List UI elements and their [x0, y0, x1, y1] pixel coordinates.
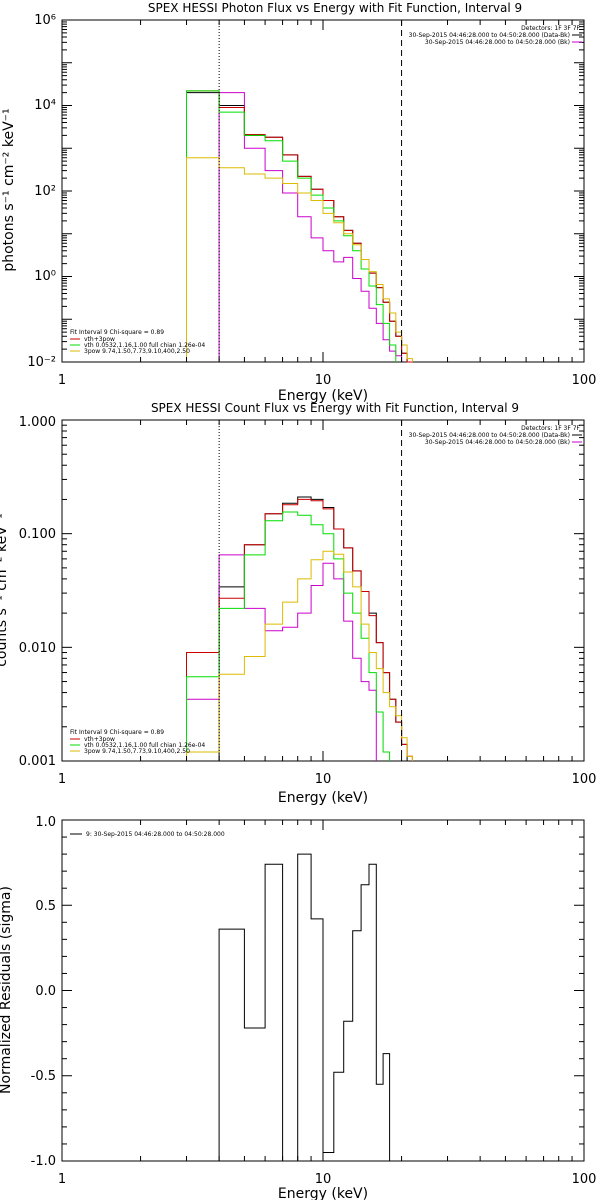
photon-series-vth-3pow	[186, 90, 413, 363]
count-y-axis-label: counts s⁻¹ cm⁻² keV⁻¹	[0, 513, 10, 667]
residuals-ytick-neg0.5: -0.5	[31, 1069, 56, 1084]
count-series-group	[186, 496, 413, 761]
photon-ytick-1e0: 10⁰	[34, 269, 56, 284]
count-legend-data-bk: 30-Sep-2015 04:46:28.000 to 04:50:28.000…	[409, 432, 570, 439]
count-series-3pow	[186, 550, 413, 761]
photon-detectors-label: Detectors: 1F 3F 7F	[521, 25, 580, 32]
residuals-axis-ticks	[61, 819, 584, 1162]
photon-series-data-bk	[186, 92, 413, 363]
photon-y-axis-label: photons s⁻¹ cm⁻² keV⁻¹	[1, 108, 17, 271]
photon-legend-data-bk: 30-Sep-2015 04:46:28.000 to 04:50:28.000…	[409, 32, 570, 39]
photon-x-axis-label: Energy (keV)	[278, 388, 368, 404]
count-ytick-0.001: 0.001	[19, 754, 56, 769]
count-fit-interval-label: Fit Interval 9 Chi-square = 0.89	[70, 729, 164, 736]
residuals-xtick-100: 100	[572, 1172, 597, 1187]
count-legend-bk: 30-Sep-2015 04:46:28.000 to 04:50:28.000…	[425, 439, 570, 446]
photon-reference-lines	[218, 20, 403, 362]
photon-legend-3pow: 3pow 9.74,1.50,7.73,9.10,400,2.50	[84, 348, 190, 355]
count-legend-vth: vth 0.0532,1.16,1.00 full chian 1.26e-04	[84, 742, 205, 749]
residuals-series-residuals	[218, 853, 391, 1162]
residuals-panel: 1 10 100 Energy (keV) -1.0 -0.5 0.0 0.5 …	[0, 815, 596, 1200]
photon-ytick-1e2: 10²	[34, 184, 56, 199]
photon-legend-bk: 30-Sep-2015 04:46:28.000 to 04:50:28.000…	[425, 39, 570, 46]
photon-panel-title: SPEX HESSI Photon Flux vs Energy with Fi…	[148, 1, 522, 15]
residuals-ytick-1.0: 1.0	[35, 815, 56, 830]
count-xtick-100: 100	[572, 772, 597, 787]
count-x-axis-label: Energy (keV)	[278, 790, 368, 806]
count-series-vth	[186, 511, 391, 761]
photon-xtick-100: 100	[572, 373, 597, 388]
photon-series-3pow	[186, 157, 413, 362]
count-detectors-label: Detectors: 1F 3F 7F	[521, 425, 580, 432]
count-plot-frame	[61, 419, 585, 762]
residuals-y-axis-label: Normalized Residuals (sigma)	[0, 886, 14, 1094]
photon-legend-vth: vth 0.0532,1.16,1.00 full chian 1.26e-04	[84, 342, 205, 349]
photon-legend-fit: vth+3pow	[84, 336, 115, 343]
count-xtick-1: 1	[58, 772, 66, 787]
photon-series-group	[186, 90, 413, 363]
residuals-xtick-10: 10	[315, 1172, 332, 1187]
count-series-data-bk	[218, 496, 408, 761]
residuals-xtick-1: 1	[58, 1172, 66, 1187]
residuals-ytick-0.5: 0.5	[35, 899, 56, 914]
photon-ytick-1e4: 10⁴	[34, 98, 56, 113]
photon-xtick-1: 1	[58, 373, 66, 388]
count-series-vth-3pow	[186, 498, 413, 761]
residuals-legend-interval: 9: 30-Sep-2015 04:46:28.000 to 04:50:28.…	[86, 831, 225, 838]
count-flux-panel: SPEX HESSI Count Flux vs Energy with Fit…	[0, 401, 596, 806]
residuals-ytick-neg1.0: -1.0	[31, 1154, 56, 1169]
count-series-bk	[186, 554, 377, 761]
residuals-series-group	[218, 853, 391, 1162]
residuals-x-axis-label: Energy (keV)	[278, 1186, 368, 1200]
count-reference-lines	[218, 420, 403, 761]
count-ytick-0.100: 0.100	[19, 527, 56, 542]
photon-series-vth	[186, 90, 397, 362]
photon-series-bk	[218, 92, 403, 362]
photon-xtick-10: 10	[315, 373, 332, 388]
residuals-ytick-0.0: 0.0	[35, 984, 56, 999]
photon-flux-panel: SPEX HESSI Photon Flux vs Energy with Fi…	[1, 1, 596, 404]
photon-ytick-1e6: 10⁶	[34, 13, 56, 28]
count-legend-3pow: 3pow 9.74,1.50,7.73,9.10,400,2.50	[84, 748, 190, 755]
photon-fit-interval-label: Fit Interval 9 Chi-square = 0.89	[70, 329, 164, 336]
count-axis-ticks	[61, 419, 584, 762]
count-legend-fit: vth+3pow	[84, 736, 115, 743]
count-panel-title: SPEX HESSI Count Flux vs Energy with Fit…	[151, 401, 519, 415]
count-ytick-1.000: 1.000	[19, 415, 56, 430]
photon-ytick-1e-2: 10⁻²	[27, 355, 56, 370]
count-xtick-10: 10	[315, 772, 332, 787]
count-ytick-0.010: 0.010	[19, 641, 56, 656]
